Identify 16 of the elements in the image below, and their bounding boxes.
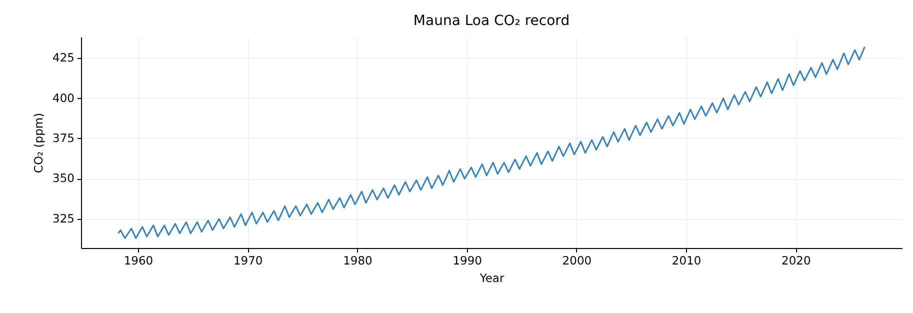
y-tick-label: 425 (52, 50, 74, 65)
x-tick-label: 2020 (782, 254, 811, 268)
chart-title: Mauna Loa CO₂ record (413, 13, 570, 29)
x-tick-label: 1960 (124, 254, 154, 268)
y-tick-label: 350 (52, 171, 74, 186)
x-axis-title: Year (478, 271, 504, 285)
x-tick-label: 2010 (672, 254, 702, 268)
x-tick-label: 2000 (562, 254, 592, 268)
x-tick-label: 1980 (343, 254, 372, 268)
y-axis-title: CO₂ (ppm) (32, 112, 46, 174)
y-tick-label: 325 (52, 211, 74, 226)
y-tick-label: 375 (52, 130, 74, 145)
x-tick-label: 1990 (452, 254, 482, 268)
x-tick-label: 1970 (233, 254, 263, 268)
y-tick-label: 400 (52, 90, 74, 105)
line-series (118, 46, 866, 239)
